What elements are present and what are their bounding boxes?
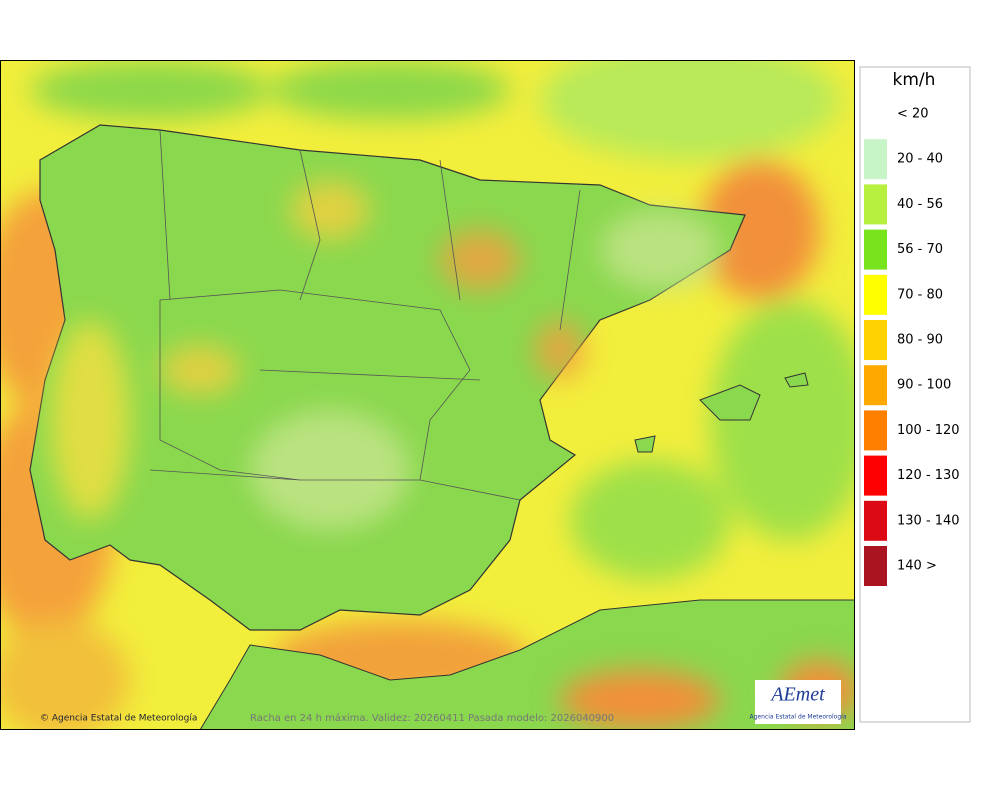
legend-swatch — [864, 546, 887, 586]
legend-swatch — [864, 184, 887, 225]
legend-label: 140 > — [897, 559, 937, 574]
credit: © Agencia Estatal de Meteorología — [40, 714, 197, 724]
legend-label: < 20 — [897, 107, 929, 122]
legend: < 20 20 - 40 40 - 56 56 - 70 70 - 80 80 - 90 9… — [864, 107, 960, 586]
legend-label: 56 - 70 — [897, 242, 943, 257]
legend-swatch — [864, 365, 887, 406]
map-frame — [0, 60, 855, 730]
legend-swatch — [864, 229, 887, 270]
legend-label: 90 - 100 — [897, 378, 951, 393]
logo-subtitle: Agencia Estatal de Meteorología — [750, 714, 847, 721]
legend-label: 20 - 40 — [897, 152, 943, 167]
caption: Racha en 24 h máxima. Validez: 20260411 … — [250, 712, 614, 724]
legend-swatch — [864, 410, 887, 451]
legend-swatch — [864, 500, 887, 541]
legend-swatch — [864, 455, 887, 496]
legend-label: 80 - 90 — [897, 333, 943, 348]
legend-swatch — [864, 320, 887, 360]
map: © Agencia Estatal de Meteorología Racha … — [0, 60, 855, 730]
legend-label: 120 - 130 — [897, 468, 960, 483]
logo-name: AEmet — [769, 684, 825, 706]
logo-box — [755, 680, 841, 724]
legend-swatch — [864, 139, 887, 180]
legend-swatch — [864, 274, 887, 315]
iberia-land — [29, 124, 746, 631]
land-wind-field — [50, 180, 720, 530]
legend-unit: km/h — [893, 70, 936, 90]
legend-label: 40 - 56 — [897, 197, 943, 212]
mallorca — [699, 384, 761, 421]
legend-label: 100 - 120 — [897, 423, 960, 438]
ibiza — [634, 435, 656, 453]
menorca — [784, 372, 809, 388]
legend-label: 70 - 80 — [897, 287, 943, 302]
province-borders — [149, 129, 581, 501]
legend-label: 130 - 140 — [897, 513, 960, 528]
